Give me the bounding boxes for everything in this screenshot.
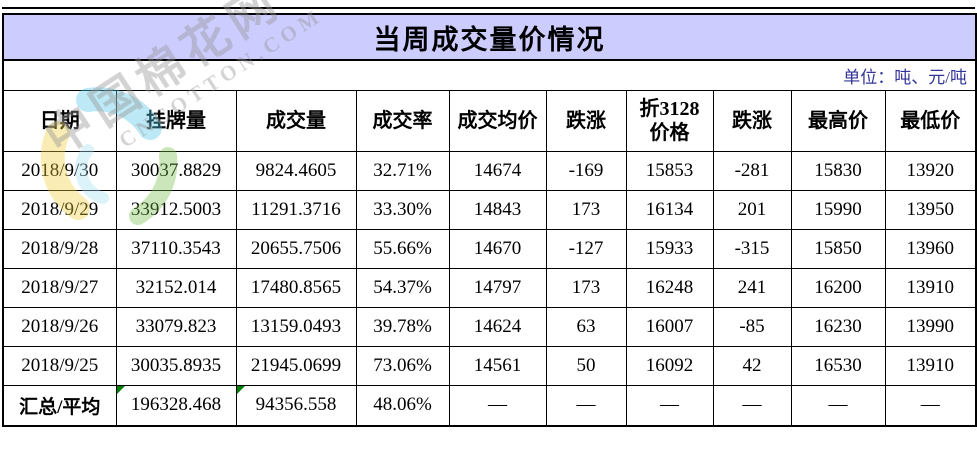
value-cell: 15830 — [790, 150, 886, 191]
value-cell: 33079.823 — [115, 306, 237, 347]
column-header: 成交均价 — [448, 89, 547, 152]
row-label-cell: 2018/9/30 — [2, 150, 117, 191]
column-header-row: 日期 挂牌量 成交量 成交率 成交均价 跌涨 折3128 价格 跌涨 最高价 最低价 — [2, 89, 977, 152]
value-cell: 32.71% — [355, 150, 450, 191]
value-cell: — — [545, 384, 627, 427]
value-cell: 15853 — [625, 150, 714, 191]
value-cell: -127 — [545, 228, 627, 269]
value-cell: 14843 — [448, 189, 547, 230]
value-cell: 63 — [545, 306, 627, 347]
table-body: 2018/9/30 30037.8829 9824.4605 32.71% 14674-… — [2, 150, 977, 427]
value-cell: 21945.0699 — [235, 345, 357, 386]
value-cell: 16092 — [625, 345, 714, 386]
value-cell: — — [712, 384, 792, 427]
value-cell: — — [884, 384, 977, 427]
value-cell: 13960 — [884, 228, 977, 269]
row-label-cell: 2018/9/25 — [2, 345, 117, 386]
value-cell: 48.06% — [355, 384, 450, 427]
row-label-cell: 2018/9/26 — [2, 306, 117, 347]
value-cell: — — [448, 384, 547, 427]
value-cell: 13159.0493 — [235, 306, 357, 347]
value-cell: — — [790, 384, 886, 427]
page-title: 当周成交量价情况 — [2, 13, 977, 61]
value-cell: 17480.8565 — [235, 267, 357, 308]
table-row: 2018/9/28 37110.3543 20655.7506 55.66% 14670… — [2, 228, 977, 269]
row-label-cell: 汇总/平均 — [2, 384, 117, 427]
value-cell: 13910 — [884, 267, 977, 308]
value-cell: 30037.8829 — [115, 150, 237, 191]
column-header: 成交率 — [355, 89, 450, 152]
value-cell: 39.78% — [355, 306, 450, 347]
column-header: 挂牌量 — [115, 89, 237, 152]
unit-row: 单位：吨、元/吨 — [2, 59, 977, 91]
summary-row: 汇总/平均 196328.468 94356.558 48.06% — — — — — — — [2, 384, 977, 427]
table-row: 2018/9/29 33912.5003 11291.3716 33.30% 14843… — [2, 189, 977, 230]
value-cell: 13950 — [884, 189, 977, 230]
value-cell: 201 — [712, 189, 792, 230]
value-cell: 14670 — [448, 228, 547, 269]
value-cell: 15933 — [625, 228, 714, 269]
value-cell: -169 — [545, 150, 627, 191]
value-cell: 16230 — [790, 306, 886, 347]
column-header: 成交量 — [235, 89, 357, 152]
value-cell: 32152.014 — [115, 267, 237, 308]
value-cell: — — [625, 384, 714, 427]
value-cell: 20655.7506 — [235, 228, 357, 269]
value-cell: 16007 — [625, 306, 714, 347]
value-cell: 55.66% — [355, 228, 450, 269]
value-cell: -85 — [712, 306, 792, 347]
value-cell: 14674 — [448, 150, 547, 191]
value-cell: 33.30% — [355, 189, 450, 230]
value-cell: 16530 — [790, 345, 886, 386]
column-header: 最低价 — [884, 89, 977, 152]
table-row: 2018/9/30 30037.8829 9824.4605 32.71% 14674-… — [2, 150, 977, 191]
column-header: 折3128 价格 — [625, 89, 714, 152]
value-cell: 13920 — [884, 150, 977, 191]
value-cell: 30035.8935 — [115, 345, 237, 386]
value-cell: 94356.558 — [235, 384, 357, 427]
value-cell: 50 — [545, 345, 627, 386]
unit-note: 单位：吨、元/吨 — [2, 59, 977, 91]
table-row: 2018/9/26 33079.823 13159.0493 39.78% 14624 6… — [2, 306, 977, 347]
value-cell: 15850 — [790, 228, 886, 269]
table-row: 2018/9/27 32152.014 17480.8565 54.37% 14797 1… — [2, 267, 977, 308]
value-cell: 241 — [712, 267, 792, 308]
volume-price-table: 当周成交量价情况 单位：吨、元/吨 日期 挂牌量 成交量 成交率 成交均价 跌涨 折3128… — [2, 13, 977, 427]
top-rule-divider — [2, 7, 975, 9]
value-cell: 14624 — [448, 306, 547, 347]
row-label-cell: 2018/9/28 — [2, 228, 117, 269]
value-cell: 173 — [545, 189, 627, 230]
value-cell: 13910 — [884, 345, 977, 386]
row-label-cell: 2018/9/29 — [2, 189, 117, 230]
value-cell: 9824.4605 — [235, 150, 357, 191]
value-cell: 13990 — [884, 306, 977, 347]
value-cell: 196328.468 — [115, 384, 237, 427]
column-header: 日期 — [2, 89, 117, 152]
row-label-cell: 2018/9/27 — [2, 267, 117, 308]
value-cell: 73.06% — [355, 345, 450, 386]
value-cell: 15990 — [790, 189, 886, 230]
value-cell: 16134 — [625, 189, 714, 230]
table-row: 2018/9/25 30035.8935 21945.0699 73.06% 14561… — [2, 345, 977, 386]
title-row: 当周成交量价情况 — [2, 13, 977, 61]
value-cell: 54.37% — [355, 267, 450, 308]
value-cell: 37110.3543 — [115, 228, 237, 269]
value-cell: 14561 — [448, 345, 547, 386]
value-cell: 42 — [712, 345, 792, 386]
value-cell: 14797 — [448, 267, 547, 308]
value-cell: 16248 — [625, 267, 714, 308]
column-header: 跌涨 — [712, 89, 792, 152]
column-header: 最高价 — [790, 89, 886, 152]
value-cell: 173 — [545, 267, 627, 308]
value-cell: -315 — [712, 228, 792, 269]
value-cell: 11291.3716 — [235, 189, 357, 230]
value-cell: -281 — [712, 150, 792, 191]
value-cell: 33912.5003 — [115, 189, 237, 230]
value-cell: 16200 — [790, 267, 886, 308]
column-header: 跌涨 — [545, 89, 627, 152]
